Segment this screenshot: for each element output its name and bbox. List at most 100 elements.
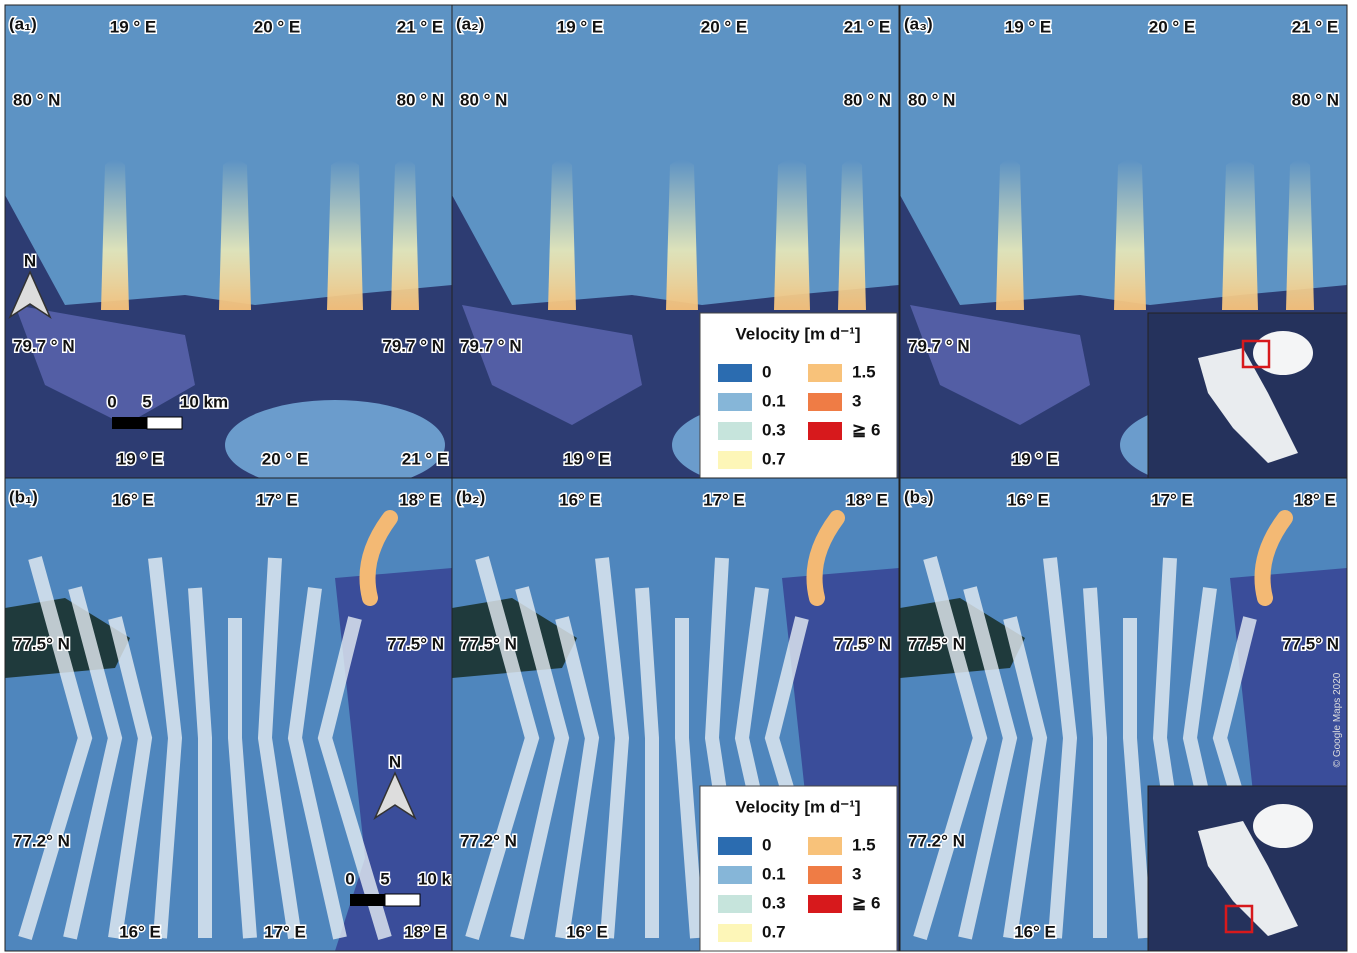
- legend-label: 1.5: [852, 362, 876, 381]
- legend-swatch: [718, 393, 752, 411]
- longitude-label: 19 ° E: [564, 449, 611, 468]
- glacier: [958, 586, 1018, 940]
- latitude-label: 79.7 ° N: [382, 336, 444, 355]
- scale-bar-black: [350, 894, 385, 906]
- longitude-label: 17° E: [703, 490, 745, 509]
- fast-glacier: [806, 510, 845, 606]
- map-panel: (a₂) 19 ° E 20 ° E 21 ° E 19 ° E 80 ° N 79.7 °…: [451, 4, 900, 490]
- scale-bar-white: [384, 893, 421, 907]
- ice-patch: [225, 400, 445, 490]
- panel-label: (a₂): [456, 14, 484, 33]
- legend-swatch: [718, 866, 752, 884]
- inset-extent: [1224, 904, 1254, 934]
- fjord: [15, 305, 195, 425]
- legend-label: ≧ 6: [852, 420, 880, 439]
- latitude-label: 79.7 ° N: [460, 336, 522, 355]
- glacier: [287, 587, 347, 940]
- legend-label: 0.3: [762, 420, 786, 439]
- latitude-label: 80 ° N: [397, 90, 444, 109]
- velocity-streak: [774, 160, 810, 310]
- glacier: [317, 616, 392, 941]
- glacier: [510, 586, 570, 940]
- legend-swatch: [718, 364, 752, 382]
- latitude-label: 77.2° N: [13, 831, 70, 850]
- north-arrow: [8, 270, 52, 320]
- glacier: [1043, 557, 1078, 939]
- legend-label: ≧ 6: [852, 893, 880, 912]
- inset-island: [1198, 821, 1298, 936]
- latitude-label: 80 ° N: [460, 90, 507, 109]
- legend-label: 0.3: [762, 893, 786, 912]
- glacier: [228, 618, 257, 939]
- longitude-label: 16° E: [1014, 922, 1056, 941]
- fjord: [910, 305, 1090, 425]
- inset-island: [1253, 804, 1313, 848]
- glacier: [148, 557, 183, 939]
- longitude-label: 16° E: [566, 922, 608, 941]
- glacier: [913, 556, 988, 941]
- inset-island: [1198, 348, 1298, 463]
- longitude-label: 18° E: [846, 490, 888, 509]
- longitude-label: 17° E: [264, 922, 306, 941]
- latitude-label: 77.5° N: [387, 634, 444, 653]
- north-label: N: [24, 251, 36, 270]
- panel-label: (a₁): [9, 14, 37, 33]
- longitude-label: 21 ° E: [402, 449, 449, 468]
- north-label: N: [389, 752, 401, 771]
- latitude-label: 77.2° N: [460, 831, 517, 850]
- map-panel: (b₁) 16° E 17° E 18° E 16° E 17° E 18° E 77.5° …: [4, 477, 468, 952]
- sea: [335, 568, 452, 951]
- panel-border: [451, 477, 900, 952]
- longitude-label: 20 ° E: [1149, 17, 1196, 36]
- latitude-label: 80 ° N: [908, 90, 955, 109]
- longitude-label: 16° E: [559, 490, 601, 509]
- legend-swatch: [808, 364, 842, 382]
- panel-label: (b₂): [456, 487, 485, 506]
- legend-swatch: [808, 422, 842, 440]
- legend-label: 0.1: [762, 391, 786, 410]
- longitude-label: 20 ° E: [254, 17, 301, 36]
- legend-label: 0.7: [762, 449, 786, 468]
- longitude-label: 19 ° E: [117, 449, 164, 468]
- north-arrow: [373, 771, 417, 821]
- latitude-label: 80 ° N: [1292, 90, 1339, 109]
- longitude-label: 19 ° E: [110, 17, 157, 36]
- latitude-label: 80 ° N: [844, 90, 891, 109]
- velocity-streak: [1222, 160, 1258, 310]
- glacier: [257, 557, 302, 940]
- longitude-label: 21 ° E: [397, 17, 444, 36]
- latitude-label: 79.7 ° N: [908, 336, 970, 355]
- velocity-streak: [838, 160, 866, 310]
- longitude-label: 18° E: [399, 490, 441, 509]
- velocity-streak: [666, 160, 698, 310]
- latitude-label: 80 ° N: [13, 90, 60, 109]
- legend-title: Velocity [m d⁻¹]: [735, 324, 860, 343]
- scale-label: 10 km: [180, 392, 228, 411]
- latitude-label: 77.5° N: [1282, 634, 1339, 653]
- longitude-label: 20 ° E: [701, 17, 748, 36]
- longitude-label: 17° E: [256, 490, 298, 509]
- fast-glacier: [359, 510, 398, 606]
- legend-label: 1.5: [852, 835, 876, 854]
- latitude-label: 79.7 ° N: [13, 336, 75, 355]
- panel-label: (a₃): [904, 14, 933, 33]
- latitude-label: 77.5° N: [908, 634, 965, 653]
- longitude-label: 21 ° E: [1292, 17, 1339, 36]
- map-panel: (b₃) 16° E 17° E 18° E 16° E 77.5° N 77.2° N 77…: [899, 477, 1348, 952]
- legend-label: 3: [852, 864, 861, 883]
- glacier: [188, 587, 212, 938]
- glacier: [1083, 587, 1107, 938]
- legend-swatch: [808, 866, 842, 884]
- glacier: [465, 556, 540, 941]
- longitude-label: 19 ° E: [557, 17, 604, 36]
- legend-swatch: [718, 837, 752, 855]
- panel-label: (b₁): [9, 487, 38, 506]
- longitude-label: 17° E: [1151, 490, 1193, 509]
- legend-label: 0.1: [762, 864, 786, 883]
- legend-swatch: [718, 895, 752, 913]
- velocity-streak: [1114, 160, 1146, 310]
- scale-label: 0: [107, 392, 116, 411]
- glacier: [635, 587, 659, 938]
- legend-label: 0: [762, 835, 771, 854]
